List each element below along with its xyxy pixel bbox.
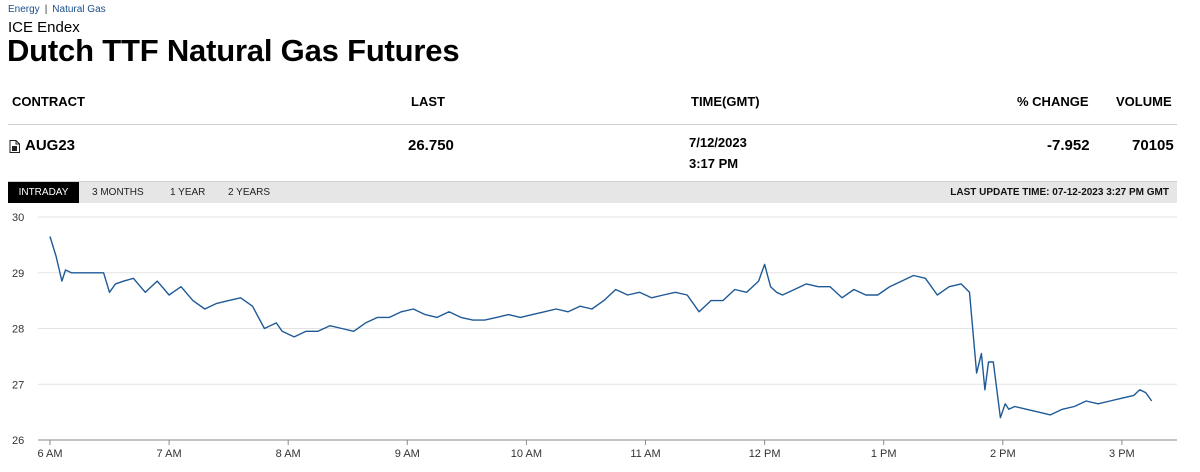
price-series-line [49,236,1153,419]
date-value: 7/12/2023 [689,135,747,150]
x-tick-label: 12 PM [749,448,781,460]
last-value: 26.750 [408,137,454,154]
header-volume: VOLUME [1116,94,1172,109]
exchange-name: ICE Endex [8,19,80,36]
y-tick-label: 28 [12,324,24,336]
x-tick-label: 7 AM [157,448,182,460]
header-last: LAST [411,94,445,109]
breadcrumb-separator: | [44,4,48,15]
breadcrumb-energy-link[interactable]: Energy [8,4,40,15]
contract-value[interactable]: AUG23 [25,137,76,154]
header-contract: CONTRACT [12,94,85,109]
header-divider [8,124,1177,125]
x-axis-ticks: 6 AM 7 AM 8 AM 9 AM 10 AM 11 AM 12 PM 1 PM 2 PM 3… [37,440,1135,460]
y-tick-label: 26 [12,435,24,447]
tab-2-years[interactable]: 2 YEARS [228,187,271,198]
x-tick-label: 6 AM [37,448,62,460]
tab-3-months[interactable]: 3 MONTHS [92,187,144,198]
x-tick-label: 1 PM [871,448,897,460]
range-tab-bar: INTRADAY 3 MONTHS 1 YEAR 2 YEARS LAST UP… [8,182,1177,203]
x-tick-label: 9 AM [395,448,420,460]
chart-gridlines [38,216,1177,385]
y-tick-label: 29 [12,268,24,280]
x-tick-label: 10 AM [511,448,542,460]
change-value: -7.952 [1047,137,1090,154]
header-time: TIME(GMT) [691,94,760,109]
y-tick-label: 30 [12,212,24,224]
time-value: 3:17 PM [689,156,739,171]
last-update-time: LAST UPDATE TIME: 07-12-2023 3:27 PM GMT [950,187,1169,198]
y-tick-label: 27 [12,379,24,391]
x-tick-label: 2 PM [990,448,1016,460]
x-tick-label: 11 AM [630,448,660,460]
breadcrumb-natural-gas-link[interactable]: Natural Gas [52,4,106,15]
volume-value: 70105 [1132,137,1174,154]
document-icon[interactable] [9,140,20,153]
intraday-price-chart: 30 29 28 27 26 6 AM 7 AM 8 AM 9 AM 10 AM 11 AM 12 … [12,212,1177,460]
tab-1-year[interactable]: 1 YEAR [170,187,206,198]
x-tick-label: 3 PM [1109,448,1135,460]
breadcrumb: Energy | Natural Gas [8,4,106,15]
page-title: Dutch TTF Natural Gas Futures [7,33,460,68]
x-tick-label: 8 AM [276,448,301,460]
row-divider [8,181,1177,182]
header-change: % CHANGE [1017,94,1089,109]
y-axis-ticks: 30 29 28 27 26 [12,212,24,447]
tab-intraday[interactable]: INTRADAY [8,182,79,203]
